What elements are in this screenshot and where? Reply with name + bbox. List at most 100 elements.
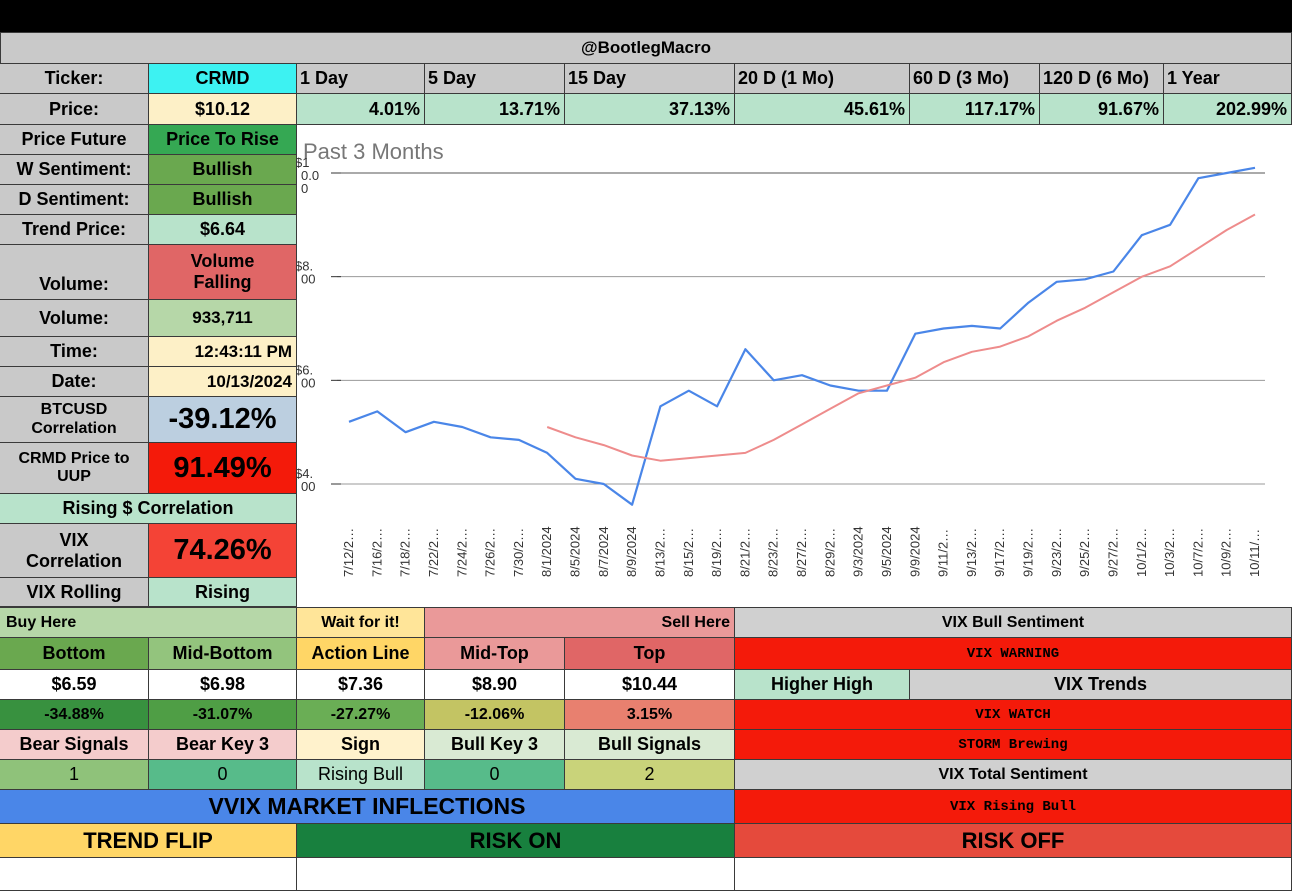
price-chart-svg: Past 3 Months $1 0.0 0 $8. 00 $6. 00 $4. 00 7/12… [297,139,1265,577]
volume-state-value: Volume Falling [149,245,297,300]
btcusd-correlation-label: BTCUSD Correlation [0,397,149,443]
zone-pct-top: 3.15% [565,700,735,730]
zone-pct-action-line: -27.27% [297,700,425,730]
trend-flip-value [0,858,297,891]
x-tick-label: 7/16/2… [369,528,384,577]
price-value: $10.12 [149,94,297,125]
d-sentiment-value: Bullish [149,185,297,215]
zone-price-mid-top: $8.90 [425,670,565,700]
date-label: Date: [0,367,149,397]
chart-title: Past 3 Months [303,139,444,164]
x-tick-label: 8/1/2024 [539,526,554,577]
zone-header-mid-bottom: Mid-Bottom [149,638,297,670]
uup-correlation-value: 91.49% [149,443,297,494]
y-tick-label: $8. 00 [297,259,315,287]
window-top-bar [0,0,1292,32]
volume-label: Volume: [0,300,149,337]
period-value-60d: 117.17% [910,94,1040,125]
x-tick-label: 10/9/2… [1219,528,1234,577]
signal-header-bear-signals: Bear Signals [0,730,149,760]
period-header-20d: 20 D (1 Mo) [735,64,910,94]
y-tick-label: $6. 00 [297,362,315,390]
btcusd-correlation-value: -39.12% [149,397,297,443]
vix-total-sentiment: VIX Total Sentiment [735,760,1292,790]
price-future-value: Price To Rise [149,125,297,155]
x-tick-label: 9/13/2… [964,528,979,577]
header-handle: @BootlegMacro [0,32,1292,64]
rising-dollar-correlation: Rising $ Correlation [0,494,297,524]
x-tick-label: 9/9/2024 [907,526,922,577]
zone-pct-bottom: -34.88% [0,700,149,730]
x-tick-label: 9/25/2… [1077,528,1092,577]
signal-header-bear-key3: Bear Key 3 [149,730,297,760]
x-tick-label: 7/22/2… [426,528,441,577]
zone-price-mid-bottom: $6.98 [149,670,297,700]
trend-price-label: Trend Price: [0,215,149,245]
x-tick-label: 9/27/2… [1105,528,1120,577]
y-tick-label: $4. 00 [297,466,315,494]
vix-correlation-label: VIX Correlation [0,524,149,578]
x-tick-label: 8/27/2… [794,528,809,577]
volume-state-label: Volume: [0,245,149,300]
period-value-1day: 4.01% [297,94,425,125]
zone-pct-mid-bottom: -31.07% [149,700,297,730]
period-header-1year: 1 Year [1164,64,1292,94]
x-tick-label: 7/12/2… [341,528,356,577]
time-value: 12:43:11 PM [149,337,297,367]
signal-value-bear-signals: 1 [0,760,149,790]
ticker-label: Ticker: [0,64,149,94]
x-tick-label: 7/24/2… [454,528,469,577]
vix-watch: VIX WATCH [735,700,1292,730]
period-value-20d: 45.61% [735,94,910,125]
signal-value-sign: Rising Bull [297,760,425,790]
period-header-1day: 1 Day [297,64,425,94]
x-tick-label: 7/18/2… [398,528,413,577]
x-tick-label: 10/3/2… [1162,528,1177,577]
x-tick-label: 8/9/2024 [624,526,639,577]
x-tick-label: 9/17/2… [992,528,1007,577]
w-sentiment-label: W Sentiment: [0,155,149,185]
zone-price-top: $10.44 [565,670,735,700]
vix-correlation-value: 74.26% [149,524,297,578]
signal-header-sign: Sign [297,730,425,760]
storm-brewing: STORM Brewing [735,730,1292,760]
x-tick-label: 10/7/2… [1190,528,1205,577]
signal-value-bull-key3: 0 [425,760,565,790]
price-chart: Past 3 Months $1 0.0 0 $8. 00 $6. 00 $4. 00 7/12… [297,125,1292,606]
vix-higher-high: Higher High [735,670,910,700]
uup-correlation-label: CRMD Price to UUP [0,443,149,494]
signal-header-bull-key3: Bull Key 3 [425,730,565,760]
zone-header-top: Top [565,638,735,670]
period-value-1year: 202.99% [1164,94,1292,125]
period-header-120d: 120 D (6 Mo) [1040,64,1164,94]
x-tick-label: 8/7/2024 [596,526,611,577]
x-tick-label: 8/13/2… [652,528,667,577]
price-series-line [348,166,1256,506]
x-tick-label: 8/19/2… [709,528,724,577]
vix-rolling-label: VIX Rolling [0,578,149,607]
price-label: Price: [0,94,149,125]
x-tick-label: 9/5/2024 [879,526,894,577]
x-tick-label: 8/5/2024 [568,526,583,577]
period-value-15day: 37.13% [565,94,735,125]
sell-here-label: Sell Here [425,607,735,638]
vix-trends: VIX Trends [910,670,1292,700]
signal-value-bear-key3: 0 [149,760,297,790]
risk-on-value [297,858,735,891]
x-tick-label: 10/11/… [1247,529,1262,577]
x-tick-label: 9/3/2024 [851,526,866,577]
d-sentiment-label: D Sentiment: [0,185,149,215]
risk-on: RISK ON [297,824,735,858]
date-value: 10/13/2024 [149,367,297,397]
zone-price-bottom: $6.59 [0,670,149,700]
y-tick-label: $1 0.0 0 [297,155,319,196]
zone-pct-mid-top: -12.06% [425,700,565,730]
risk-off-value [735,858,1292,891]
vvix-title: VVIX MARKET INFLECTIONS [0,790,735,824]
trend-series-line [546,213,1256,462]
zone-header-action-line: Action Line [297,638,425,670]
x-tick-label: 8/23/2… [766,528,781,577]
signal-header-bull-signals: Bull Signals [565,730,735,760]
vix-bull-sentiment: VIX Bull Sentiment [735,607,1292,638]
ticker-value[interactable]: CRMD [149,64,297,94]
